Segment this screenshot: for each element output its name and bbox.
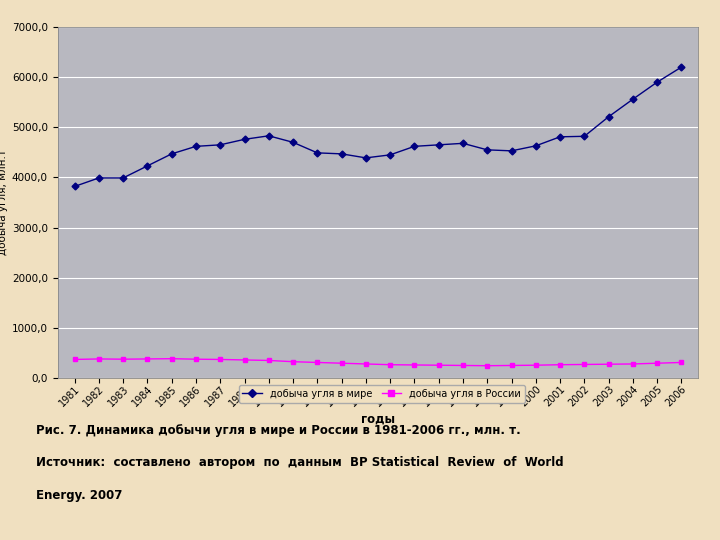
Text: Рис. 7. Динамика добычи угля в мире и России в 1981-2006 гг., млн. т.: Рис. 7. Динамика добычи угля в мире и Ро… xyxy=(36,424,521,437)
X-axis label: годы: годы xyxy=(361,413,395,426)
Text: Источник:  составлено  автором  по  данным  BP Statistical  Review  of  World: Источник: составлено автором по данным B… xyxy=(36,456,564,469)
Y-axis label: добыча угля, млн.т: добыча угля, млн.т xyxy=(0,150,8,255)
Legend: добыча угля в мире, добыча угля в России: добыча угля в мире, добыча угля в России xyxy=(238,385,525,403)
Text: Energy. 2007: Energy. 2007 xyxy=(36,489,122,502)
